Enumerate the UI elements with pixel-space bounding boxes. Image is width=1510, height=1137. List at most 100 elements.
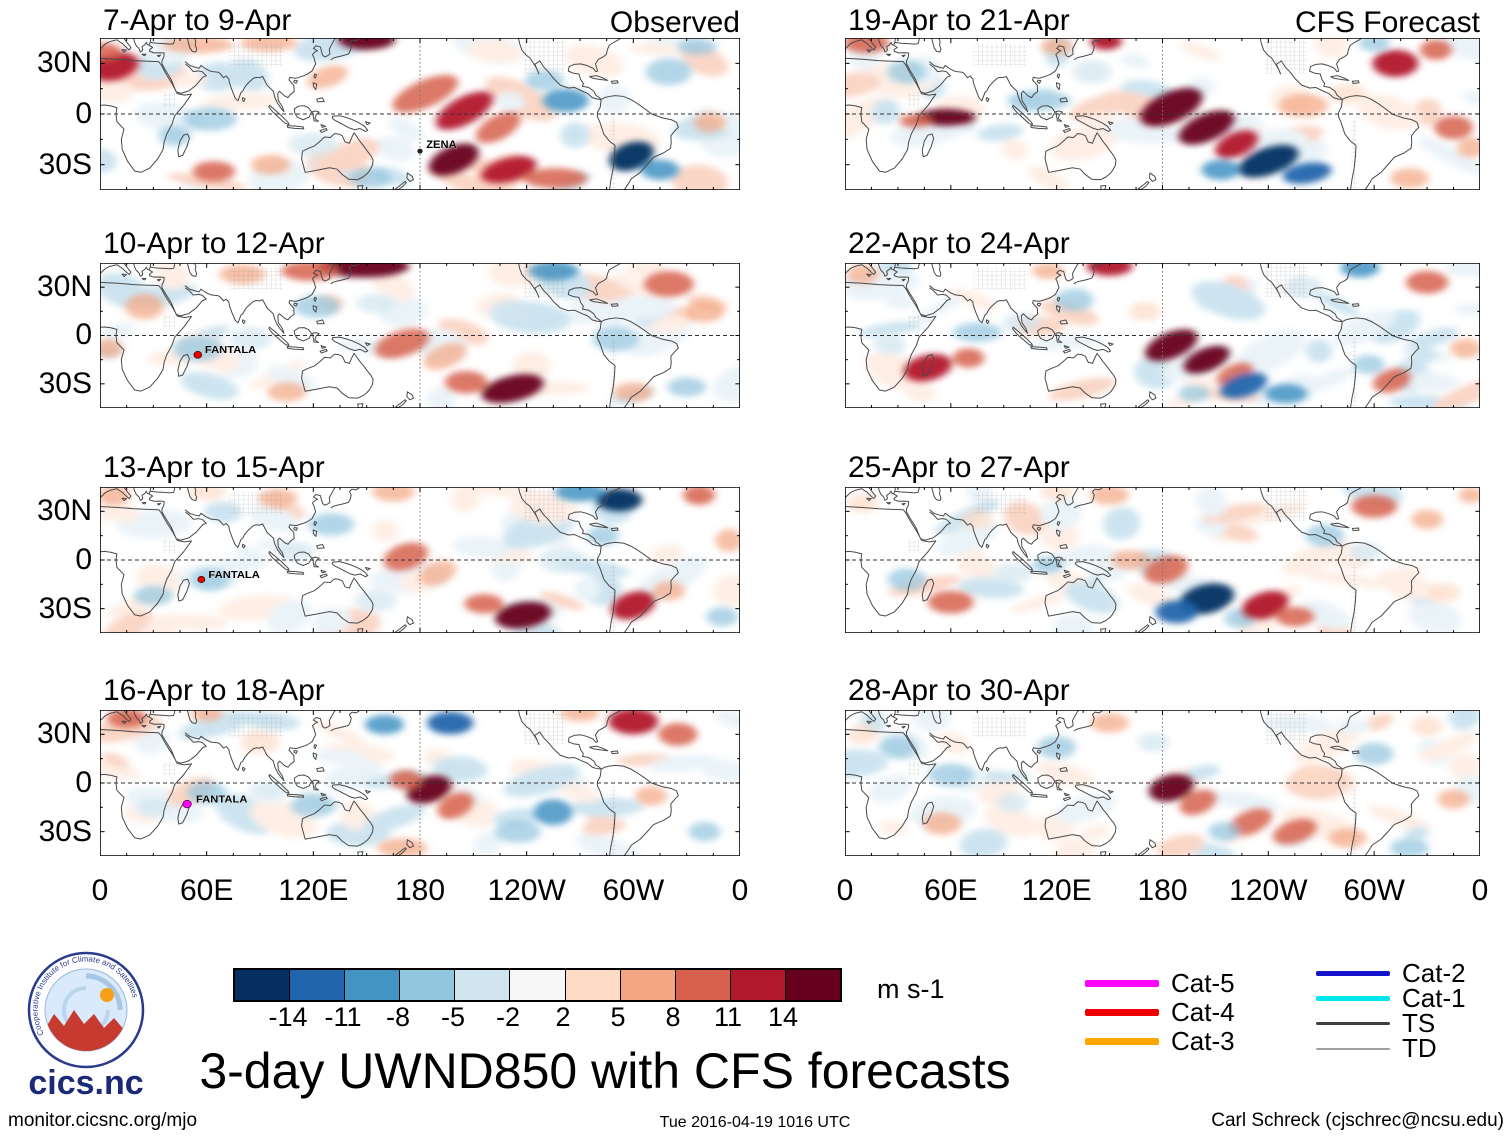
panel-title: 16-Apr to 18-Apr	[103, 674, 325, 707]
panel-title: 22-Apr to 24-Apr	[848, 227, 1070, 260]
footer-url: monitor.cicsnc.org/mjo	[8, 1110, 198, 1131]
lat-label-30s: 30S	[38, 148, 92, 181]
terrain-hatch	[609, 563, 617, 632]
map-panel-svg: FANTALA	[100, 710, 740, 856]
panel-title: 19-Apr to 21-Apr	[848, 4, 1070, 37]
colorbar-unit-label: m s-1	[877, 974, 945, 1004]
storm-label-fantala: FANTALA	[205, 345, 257, 356]
terrain-hatch	[229, 43, 284, 67]
legend-label: Cat-2	[1402, 958, 1466, 988]
legend-item-cat-4: Cat-4	[1085, 997, 1235, 1027]
terrain-hatch	[973, 267, 1027, 291]
colorbar-tick-labels: -14 -11 -8 -5 -2 2 5 8 11 14	[233, 1002, 838, 1034]
colorbar-segment	[565, 970, 621, 1000]
colorbar-segment	[455, 970, 511, 1000]
map-panel	[845, 38, 1480, 190]
map-panel: FANTALA	[100, 263, 740, 408]
lon-label: 0	[91, 874, 109, 907]
figure-title: 3-day UWND850 with CFS forecasts	[199, 1043, 1011, 1099]
colorbar-segment	[345, 970, 401, 1000]
map-panel-svg: FANTALA	[100, 263, 740, 408]
logo-spiral-icon	[85, 973, 123, 1011]
lon-label: 0	[1471, 874, 1489, 907]
map-panel-svg	[845, 263, 1480, 408]
colorbar-segment	[730, 970, 786, 1000]
panel-title: 13-Apr to 15-Apr	[103, 451, 325, 484]
colorbar-segment	[675, 970, 731, 1000]
logo-mountains-icon	[45, 1010, 127, 1051]
terrain-hatch	[163, 314, 175, 330]
cfs-forecast-column-label: CFS Forecast	[1294, 6, 1480, 39]
lon-label: 120W	[1229, 874, 1308, 907]
colorbar-tick-label: -14	[268, 1002, 308, 1032]
legend-label: Cat-1	[1402, 983, 1466, 1013]
anomaly-layer	[846, 263, 1480, 404]
lat-label-30s: 30S	[38, 367, 92, 400]
panel-title: 7-Apr to 9-Apr	[103, 4, 292, 37]
terrain-hatch	[163, 92, 175, 108]
logo-sun-icon	[100, 988, 114, 1002]
terrain-hatch	[1350, 563, 1358, 632]
colorbar-segment	[290, 970, 346, 1000]
legend-label: TD	[1402, 1033, 1437, 1063]
legend-item-td: TD	[1316, 1033, 1466, 1063]
lon-label: 180	[1137, 874, 1188, 907]
terrain-hatch	[609, 786, 617, 855]
anomaly-layer	[845, 38, 1480, 189]
panel-title: 28-Apr to 30-Apr	[848, 674, 1070, 707]
map-panel	[845, 710, 1480, 856]
lat-label-30s: 30S	[38, 815, 92, 848]
colorbar-segment	[400, 970, 456, 1000]
colorbar-segment	[235, 970, 291, 1000]
terrain-hatch	[609, 117, 617, 189]
logo-name: cics.nc	[28, 1064, 143, 1100]
terrain-hatch	[229, 491, 284, 515]
storm-marker-zena	[417, 148, 423, 154]
lat-label-30n: 30N	[36, 46, 92, 79]
observed-column-label: Observed	[609, 6, 740, 39]
terrain-hatch	[973, 714, 1027, 738]
anomaly-layer	[846, 487, 1480, 629]
terrain-hatch	[229, 267, 284, 291]
legend-item-ts: TS	[1316, 1008, 1466, 1038]
lon-label: 60E	[924, 874, 978, 907]
legend-label: Cat-5	[1171, 968, 1235, 998]
colorbar-tick-label: 5	[610, 1002, 626, 1032]
lon-axis-left: 0 60E 120E 180 120W 60W 0	[92, 874, 749, 908]
terrain-hatch	[907, 538, 920, 554]
lat-label-eq: 0	[75, 543, 92, 576]
storm-marker-fantala	[182, 799, 192, 809]
terrain-hatch	[229, 714, 284, 738]
legend-line-icon	[1316, 971, 1390, 976]
map-panel: FANTALA	[100, 710, 740, 856]
lon-label: 120E	[278, 874, 349, 907]
lat-label-eq: 0	[75, 97, 92, 130]
panel-title: 25-Apr to 27-Apr	[848, 451, 1070, 484]
legend-item-cat-5: Cat-5	[1085, 968, 1235, 998]
terrain-hatch	[973, 491, 1027, 515]
lat-label-eq: 0	[75, 318, 92, 351]
terrain-hatch	[163, 761, 175, 777]
anomaly-layer	[100, 263, 724, 404]
colorbar-tick-label: 2	[555, 1002, 571, 1032]
footer-timestamp: Tue 2016-04-19 1016 UTC	[659, 1114, 851, 1131]
colorbar-tick-label: -8	[385, 1002, 411, 1032]
panel-title: 10-Apr to 12-Apr	[103, 227, 325, 260]
legend-major-categories: Cat-5 Cat-4 Cat-3	[1085, 968, 1235, 1056]
terrain-hatch	[973, 43, 1027, 67]
storm-marker-fantala	[193, 351, 202, 359]
legend-label: Cat-4	[1171, 997, 1235, 1027]
colorbar-segment	[510, 970, 566, 1000]
lat-label-30n: 30N	[36, 717, 92, 750]
map-panel: ZENA	[100, 38, 740, 190]
anomaly-layer	[100, 38, 726, 189]
map-panel: FANTALA	[100, 487, 740, 633]
lon-label: 180	[394, 874, 446, 907]
terrain-hatch	[907, 92, 920, 108]
legend-line-icon	[1316, 1022, 1390, 1025]
legend-item-cat-2: Cat-2	[1316, 958, 1466, 988]
colorbar-tick-label: -2	[495, 1002, 521, 1032]
lon-label: 0	[836, 874, 854, 907]
map-panel-svg: ZENA	[100, 38, 740, 190]
